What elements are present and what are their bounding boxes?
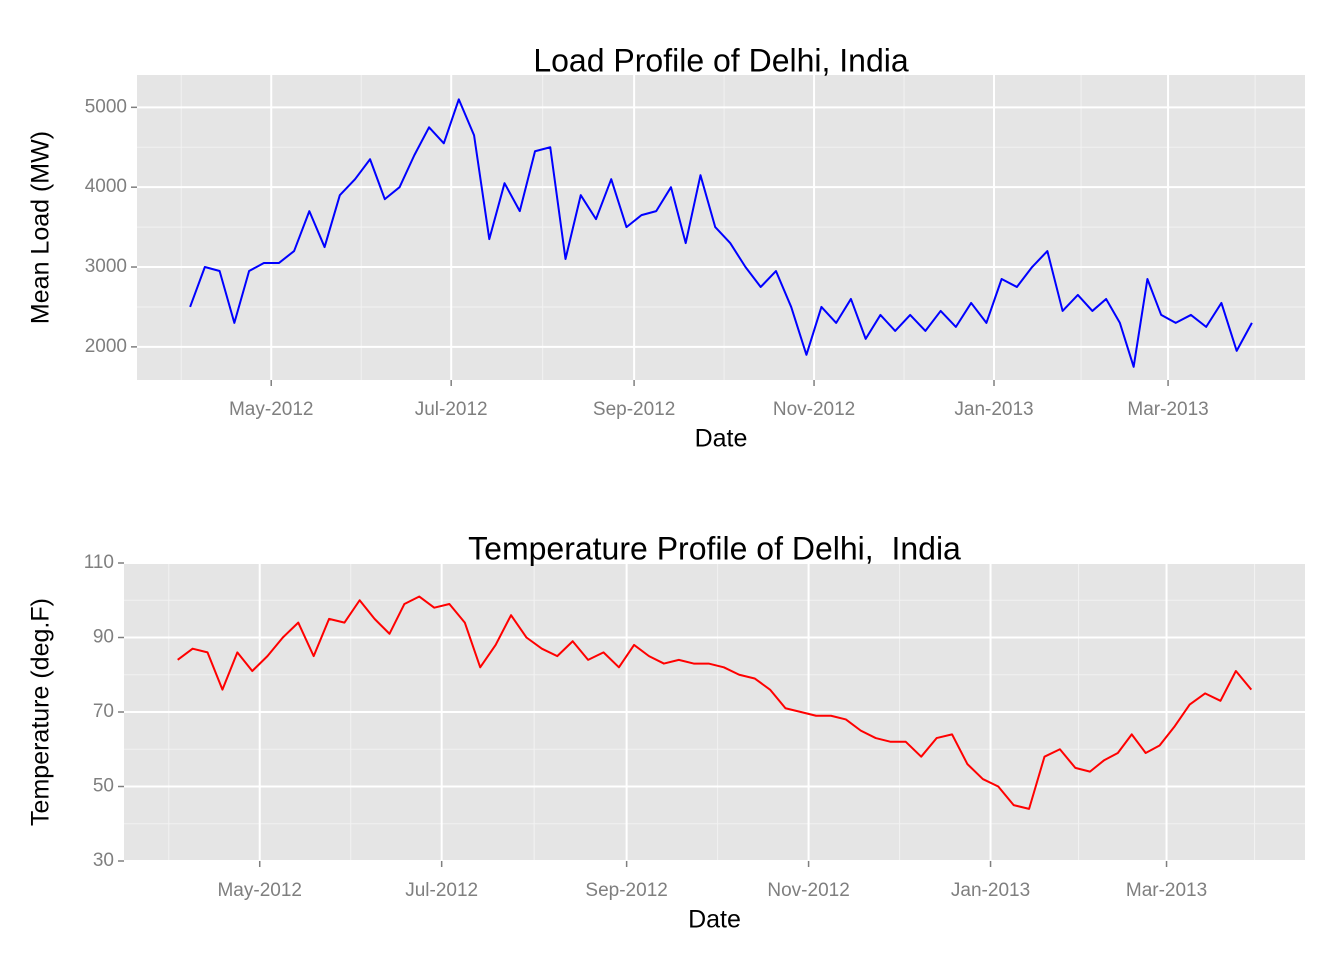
y-tick-label: 3000 xyxy=(85,256,127,277)
x-tick-label: Jul-2012 xyxy=(415,399,488,420)
chart-title: Temperature Profile of Delhi, India xyxy=(468,530,961,566)
x-tick-label: Mar-2013 xyxy=(1127,399,1208,420)
y-axis-title: Mean Load (MW) xyxy=(27,131,55,324)
x-tick-label: May-2012 xyxy=(229,399,314,420)
y-tick-label: 2000 xyxy=(85,336,127,357)
x-tick-label: Jan-2013 xyxy=(954,399,1033,420)
y-tick-label: 5000 xyxy=(85,96,127,117)
x-tick-label: Jan-2013 xyxy=(951,880,1030,901)
x-tick-label: Sep-2012 xyxy=(593,399,675,420)
data-line xyxy=(177,595,1253,810)
y-tick-label: 110 xyxy=(84,552,114,573)
x-tick-label: Mar-2013 xyxy=(1126,880,1207,901)
x-axis-title: Date xyxy=(695,425,748,453)
x-tick-label: May-2012 xyxy=(217,880,302,901)
y-tick-label: 4000 xyxy=(85,176,127,197)
x-tick-label: Jul-2012 xyxy=(405,880,478,901)
x-tick-label: Nov-2012 xyxy=(773,399,855,420)
y-tick-label: 90 xyxy=(93,627,114,648)
chart-title: Load Profile of Delhi, India xyxy=(533,42,909,78)
y-tick-label: 30 xyxy=(93,850,114,871)
x-tick-label: Nov-2012 xyxy=(767,880,849,901)
y-axis-title: Temperature (deg.F) xyxy=(27,598,55,826)
y-tick-label: 50 xyxy=(93,776,114,797)
x-tick-label: Sep-2012 xyxy=(585,880,667,901)
x-axis-title: Date xyxy=(688,906,741,934)
data-line xyxy=(189,98,1253,368)
y-tick-label: 70 xyxy=(93,701,114,722)
